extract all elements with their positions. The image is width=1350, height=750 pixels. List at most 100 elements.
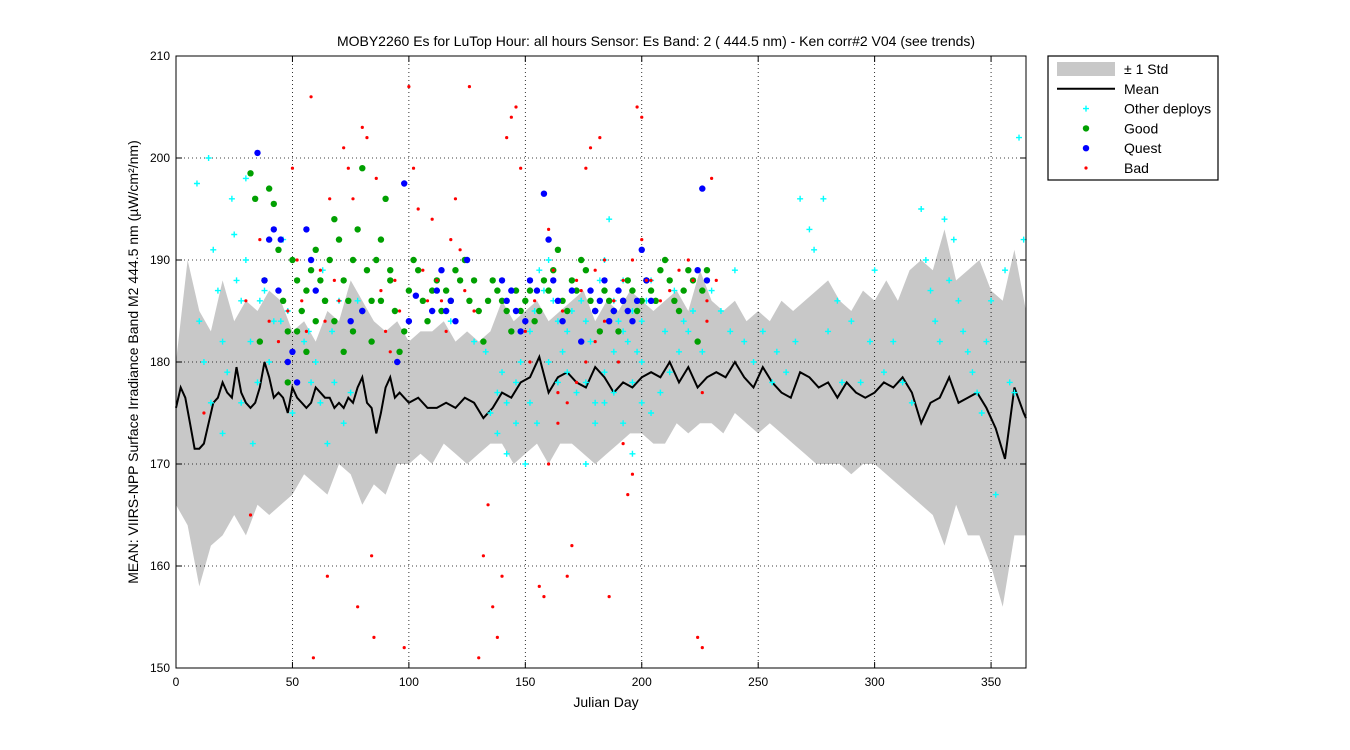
good-point <box>377 236 385 243</box>
bad-point <box>514 105 518 109</box>
other-deploys-point <box>634 348 641 355</box>
good-point <box>540 277 548 284</box>
bad-point <box>556 421 560 425</box>
other-deploys-point <box>624 338 631 345</box>
other-deploys-point <box>513 379 519 386</box>
bad-point <box>598 136 602 140</box>
legend-item: ± 1 Std <box>1057 61 1168 77</box>
other-deploys-point <box>219 338 226 345</box>
other-deploys-point <box>922 257 929 263</box>
bad-point <box>556 391 560 395</box>
other-deploys-point <box>983 338 990 345</box>
good-point <box>456 277 464 284</box>
good-point <box>624 277 631 284</box>
good-point <box>517 307 524 315</box>
other-deploys-point <box>992 491 999 498</box>
bad-point <box>635 105 639 109</box>
quest-point <box>261 277 268 284</box>
x-tick-label: 200 <box>632 675 652 689</box>
good-point <box>419 297 427 304</box>
bad-point <box>547 227 551 231</box>
legend-label: Bad <box>1124 160 1149 176</box>
good-point <box>489 277 496 284</box>
other-deploys-point <box>499 369 506 376</box>
bad-point <box>202 411 206 415</box>
legend-item: Quest <box>1082 140 1161 156</box>
other-deploys-point <box>717 308 724 314</box>
other-deploys-point <box>820 195 827 202</box>
other-deploys-point <box>247 338 254 345</box>
legend-swatch-small-dot <box>1084 166 1088 170</box>
legend-item: Good <box>1082 120 1158 136</box>
good-point <box>526 287 534 294</box>
legend-swatch-dot <box>1082 125 1090 132</box>
good-point <box>568 277 576 284</box>
bad-point <box>244 299 248 303</box>
bad-point <box>602 319 607 323</box>
good-point <box>312 318 319 325</box>
bad-point <box>323 319 327 323</box>
other-deploys-point <box>559 348 566 355</box>
good-point <box>256 338 264 345</box>
other-deploys-point <box>503 450 510 457</box>
other-deploys-point <box>242 257 249 263</box>
other-deploys-point <box>196 318 203 325</box>
bad-point <box>505 136 509 140</box>
other-deploys-point <box>233 277 240 284</box>
good-point <box>680 287 687 294</box>
other-deploys-point <box>526 328 533 335</box>
bad-point <box>449 238 453 242</box>
other-deploys-point <box>839 379 846 386</box>
bad-point <box>325 574 329 578</box>
other-deploys-point <box>526 399 533 406</box>
bad-point <box>351 197 355 201</box>
bad-point <box>621 278 625 282</box>
bad-point <box>649 278 653 282</box>
good-point <box>470 277 478 284</box>
good-point <box>428 287 436 294</box>
bad-point <box>537 584 541 589</box>
quest-point <box>303 226 310 233</box>
quest-point <box>284 358 291 366</box>
other-deploys-point <box>582 461 589 467</box>
other-deploys-point <box>773 348 780 355</box>
other-deploys-point <box>582 379 589 386</box>
good-point <box>508 328 515 335</box>
good-point <box>498 297 506 304</box>
good-point <box>536 307 543 315</box>
quest-point <box>629 318 636 325</box>
bad-point <box>593 268 597 272</box>
quest-point <box>265 236 273 243</box>
good-point <box>573 287 580 294</box>
std-band <box>176 229 1026 607</box>
legend: ± 1 Std Mean Other deploys Good Quest Bad <box>1047 55 1219 181</box>
x-axis: 0 50 100 150 200 250 300 350 <box>173 56 1001 689</box>
x-axis-label: Julian Day <box>573 694 638 710</box>
other-deploys-point <box>487 410 494 416</box>
y-tick-label: 190 <box>150 253 170 267</box>
other-deploys-point <box>494 389 501 396</box>
y-tick-label: 170 <box>150 457 170 471</box>
good-point <box>340 348 347 355</box>
bad-point <box>393 278 397 282</box>
good-point <box>466 297 473 304</box>
other-deploys-point <box>210 246 217 253</box>
bad-point <box>612 299 616 303</box>
good-point <box>503 307 510 315</box>
good-point <box>349 328 357 335</box>
other-deploys-point <box>741 338 748 345</box>
bad-point <box>686 258 690 262</box>
bad-point <box>346 166 350 170</box>
bad-point <box>481 554 485 558</box>
other-deploys-point <box>857 379 864 386</box>
quest-point <box>591 307 599 315</box>
bad-point <box>495 635 499 640</box>
other-deploys-point <box>610 348 617 355</box>
bad-point <box>356 605 360 609</box>
other-deploys-point <box>207 399 214 406</box>
quest-point <box>428 307 436 315</box>
bad-point <box>388 350 392 354</box>
good-point <box>284 328 291 335</box>
good-point <box>638 297 645 304</box>
